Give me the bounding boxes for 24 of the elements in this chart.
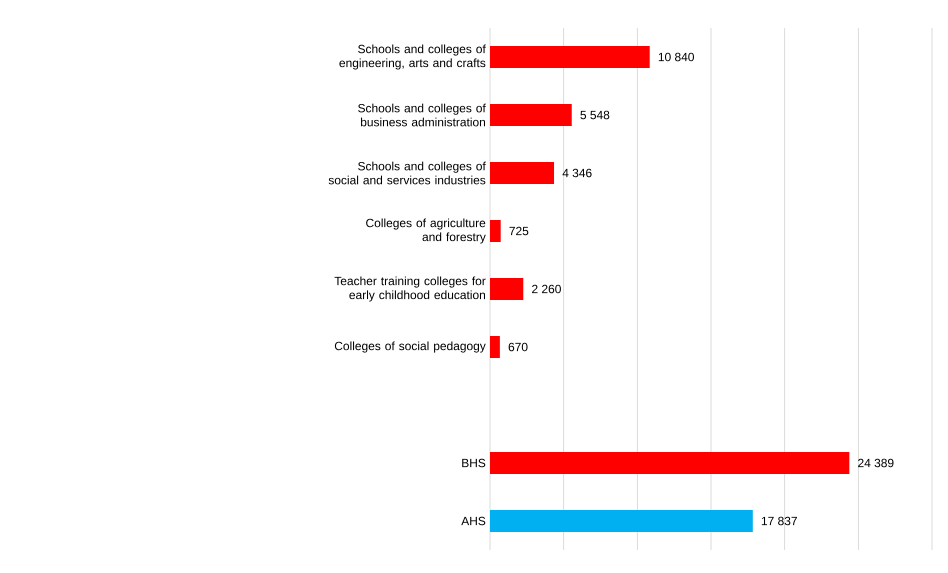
bar [490, 46, 650, 68]
data-label: 10 840 [658, 52, 694, 62]
data-label: 17 837 [762, 516, 797, 526]
data-label: 4 346 [562, 168, 592, 178]
y-tick-label: Schools and colleges of business administration [358, 104, 486, 126]
bar [490, 278, 524, 300]
y-tick-label: BHS [462, 458, 486, 468]
y-tick-label: Teacher training colleges for early childhood education [334, 276, 486, 302]
bar [490, 336, 500, 358]
bar [490, 220, 501, 242]
data-label: 670 [508, 342, 528, 352]
data-label: 725 [509, 226, 528, 236]
bar [490, 104, 572, 126]
bar [490, 510, 753, 532]
y-tick-label: Colleges of agriculture and forestry [366, 218, 486, 244]
y-tick-label: AHS [461, 516, 486, 526]
data-label: 2 260 [532, 284, 561, 294]
y-tick-label: Colleges of social pedagogy [334, 341, 486, 353]
y-tick-label: Schools and colleges of engineering, arts and crafts [339, 44, 486, 70]
data-label: 5 548 [580, 110, 610, 120]
bar [490, 162, 554, 184]
data-label: 24 389 [858, 458, 894, 468]
bar [490, 452, 850, 474]
y-tick-label: Schools and colleges of social and services industries [328, 162, 486, 184]
